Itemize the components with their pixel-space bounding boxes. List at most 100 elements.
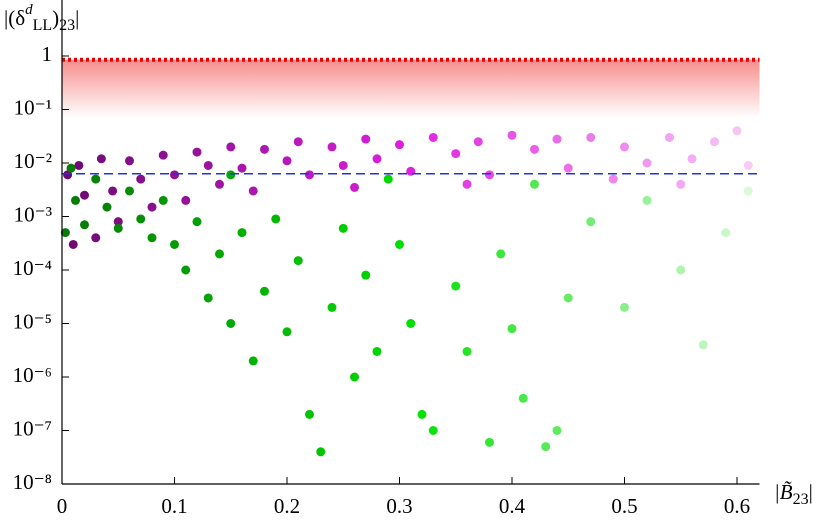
y-tick-label: 10⁻⁷: [13, 416, 52, 440]
point: [282, 156, 292, 166]
point: [642, 158, 652, 168]
point: [282, 327, 292, 337]
point: [361, 134, 371, 144]
point: [462, 346, 472, 356]
point: [350, 372, 359, 382]
point: [620, 142, 629, 152]
point: [372, 154, 382, 164]
point: [91, 174, 101, 184]
x-axis-label: |B̃23|: [774, 480, 813, 508]
point: [485, 437, 494, 447]
point: [215, 179, 224, 189]
y-tick-label: 10⁻¹: [14, 95, 52, 119]
point: [496, 249, 506, 259]
point: [68, 239, 78, 249]
point: [305, 409, 314, 419]
label-sub: LL: [33, 17, 53, 34]
point: [158, 150, 168, 160]
y-tick-label: 10⁻⁵: [13, 309, 52, 333]
x-tick-label: 0.4: [499, 494, 526, 518]
point: [271, 214, 281, 224]
point: [552, 134, 562, 144]
point: [316, 447, 326, 457]
point: [530, 179, 539, 189]
label-sub: 23: [59, 17, 75, 34]
point: [552, 426, 562, 435]
point: [96, 154, 106, 164]
point: [732, 126, 742, 136]
point: [80, 190, 89, 200]
label-part: |: [75, 6, 79, 30]
label-part: |(δ: [4, 6, 25, 30]
y-tick-label: 1: [42, 42, 53, 66]
point: [91, 233, 101, 243]
point: [586, 217, 596, 227]
point: [147, 233, 157, 243]
point: [192, 217, 202, 227]
point: [226, 319, 236, 328]
point: [417, 409, 427, 419]
point: [170, 239, 179, 249]
point: [63, 170, 73, 180]
point: [108, 186, 118, 196]
point: [215, 249, 224, 259]
point: [203, 293, 213, 303]
x-tick-label: 0.1: [161, 494, 187, 518]
point: [530, 144, 539, 154]
label-part: |: [809, 480, 813, 504]
point: [586, 132, 596, 142]
point: [743, 160, 753, 170]
point: [327, 302, 337, 312]
point: [170, 170, 179, 180]
point: [710, 137, 719, 147]
point: [620, 302, 629, 312]
y-tick-label: 10⁻⁴: [13, 256, 52, 280]
point: [102, 202, 112, 212]
label-part: ): [52, 6, 59, 30]
point: [248, 356, 258, 366]
label-sub: 23: [793, 491, 809, 508]
x-tick-label: 0.6: [724, 494, 750, 518]
x-tick-label: 0.5: [611, 494, 637, 518]
point: [305, 170, 314, 180]
point: [372, 346, 382, 356]
x-tick-label: 0.2: [274, 494, 300, 518]
y-tick-label: 10⁻²: [14, 149, 52, 173]
point: [293, 137, 303, 147]
label-sup: d: [25, 2, 33, 18]
point: [237, 228, 247, 238]
point: [451, 281, 461, 291]
point: [192, 147, 202, 157]
point: [676, 265, 686, 275]
point: [507, 130, 517, 140]
point: [383, 174, 393, 184]
point: [350, 182, 359, 192]
point: [608, 174, 618, 184]
y-tick-label: 10⁻³: [14, 202, 52, 226]
point: [237, 163, 247, 173]
point: [80, 220, 89, 230]
point: [158, 195, 168, 205]
label-part: |B̃: [774, 480, 793, 504]
plot-area: [60, 57, 760, 457]
point: [226, 170, 236, 180]
point: [338, 223, 348, 233]
y-tick-label: 10⁻⁸: [13, 470, 52, 494]
y-tick-label: 10⁻⁶: [13, 363, 52, 387]
point: [563, 293, 573, 303]
point: [248, 186, 258, 196]
point: [125, 186, 134, 196]
point: [60, 228, 70, 238]
point: [293, 256, 303, 266]
point: [136, 214, 146, 224]
point: [698, 340, 708, 350]
point: [203, 160, 213, 170]
point: [125, 156, 134, 166]
point: [406, 319, 416, 328]
shaded-band: [62, 59, 760, 118]
y-axis-label: |(δdLL)23|: [4, 2, 79, 33]
point: [71, 195, 80, 205]
point: [181, 195, 191, 205]
x-tick-label: 0.3: [386, 494, 412, 518]
